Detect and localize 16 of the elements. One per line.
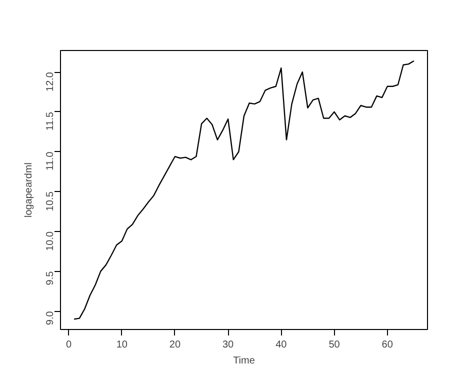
x-tick-label: 40	[276, 340, 288, 350]
y-tick-label: 10.0	[45, 231, 56, 251]
x-tick-label: 50	[328, 340, 340, 350]
x-tick-label: 0	[66, 340, 72, 350]
x-axis-title: Time	[233, 356, 256, 366]
x-tick-label: 60	[382, 340, 394, 350]
x-tick-label: 30	[222, 340, 234, 350]
y-tick-label: 11.5	[45, 111, 56, 131]
y-axis-title: logapeardml	[24, 162, 34, 218]
x-tick-label: 10	[116, 340, 128, 350]
x-tick-label: 20	[169, 340, 181, 350]
y-tick-label: 9.0	[45, 310, 56, 326]
y-tick-label: 11.0	[45, 151, 56, 170]
y-tick-label: 12.0	[45, 72, 56, 92]
y-tick-label: 9.5	[45, 270, 56, 286]
y-tick-label: 10.5	[45, 191, 56, 212]
